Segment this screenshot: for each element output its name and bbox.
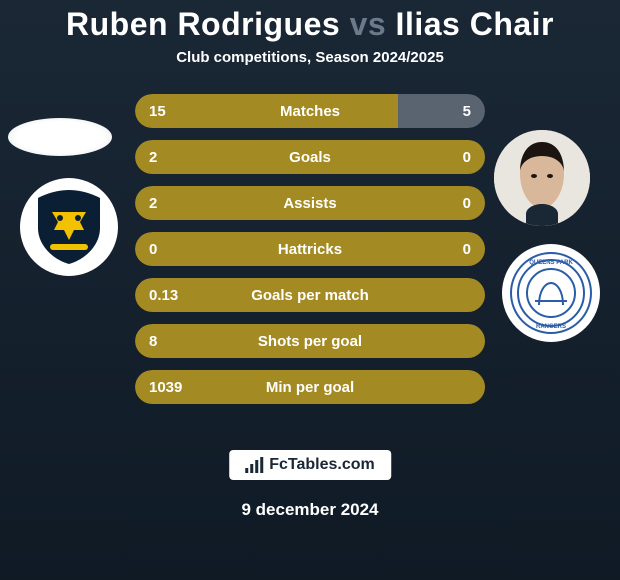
bars-icon xyxy=(245,457,263,473)
stat-left-value: 15 xyxy=(135,103,205,120)
page-title: Ruben Rodrigues vs Ilias Chair xyxy=(0,6,620,43)
stat-label: Goals per match xyxy=(205,287,415,304)
stat-row: 1039Min per goal xyxy=(135,370,485,404)
site-badge: FcTables.com xyxy=(229,450,391,480)
stat-row: 0.13Goals per match xyxy=(135,278,485,312)
team1-crest xyxy=(20,178,118,276)
stat-left-value: 1039 xyxy=(135,379,205,396)
stat-left-value: 2 xyxy=(135,195,205,212)
stat-label: Hattricks xyxy=(205,241,415,258)
stat-left-value: 0.13 xyxy=(135,287,205,304)
stat-label: Matches xyxy=(205,103,415,120)
stat-row: 8Shots per goal xyxy=(135,324,485,358)
stat-label: Min per goal xyxy=(205,379,415,396)
stat-left-value: 0 xyxy=(135,241,205,258)
stat-right-value: 0 xyxy=(415,195,485,212)
stat-row: 2Assists0 xyxy=(135,186,485,220)
stat-right-value: 0 xyxy=(415,149,485,166)
subtitle: Club competitions, Season 2024/2025 xyxy=(0,49,620,66)
svg-text:RANGERS: RANGERS xyxy=(536,324,566,330)
content: Ruben Rodrigues vs Ilias Chair Club comp… xyxy=(0,0,620,580)
player1-avatar xyxy=(8,118,112,156)
site-name: FcTables.com xyxy=(269,456,375,474)
stat-label: Assists xyxy=(205,195,415,212)
stat-left-value: 8 xyxy=(135,333,205,350)
stat-row: 2Goals0 xyxy=(135,140,485,174)
player2-avatar xyxy=(494,130,590,226)
stat-row: 0Hattricks0 xyxy=(135,232,485,266)
vs-label: vs xyxy=(350,6,387,42)
date-label: 9 december 2024 xyxy=(241,500,378,520)
player2-name: Ilias Chair xyxy=(396,6,554,42)
stat-label: Shots per goal xyxy=(205,333,415,350)
stats-table: 15Matches52Goals02Assists00Hattricks00.1… xyxy=(135,94,485,404)
stat-label: Goals xyxy=(205,149,415,166)
svg-text:QUEENS PARK: QUEENS PARK xyxy=(529,260,573,266)
team2-crest: QUEENS PARK RANGERS xyxy=(502,244,600,342)
stat-right-value: 5 xyxy=(415,103,485,120)
stat-left-value: 2 xyxy=(135,149,205,166)
player1-name: Ruben Rodrigues xyxy=(66,6,340,42)
stat-row: 15Matches5 xyxy=(135,94,485,128)
stat-right-value: 0 xyxy=(415,241,485,258)
